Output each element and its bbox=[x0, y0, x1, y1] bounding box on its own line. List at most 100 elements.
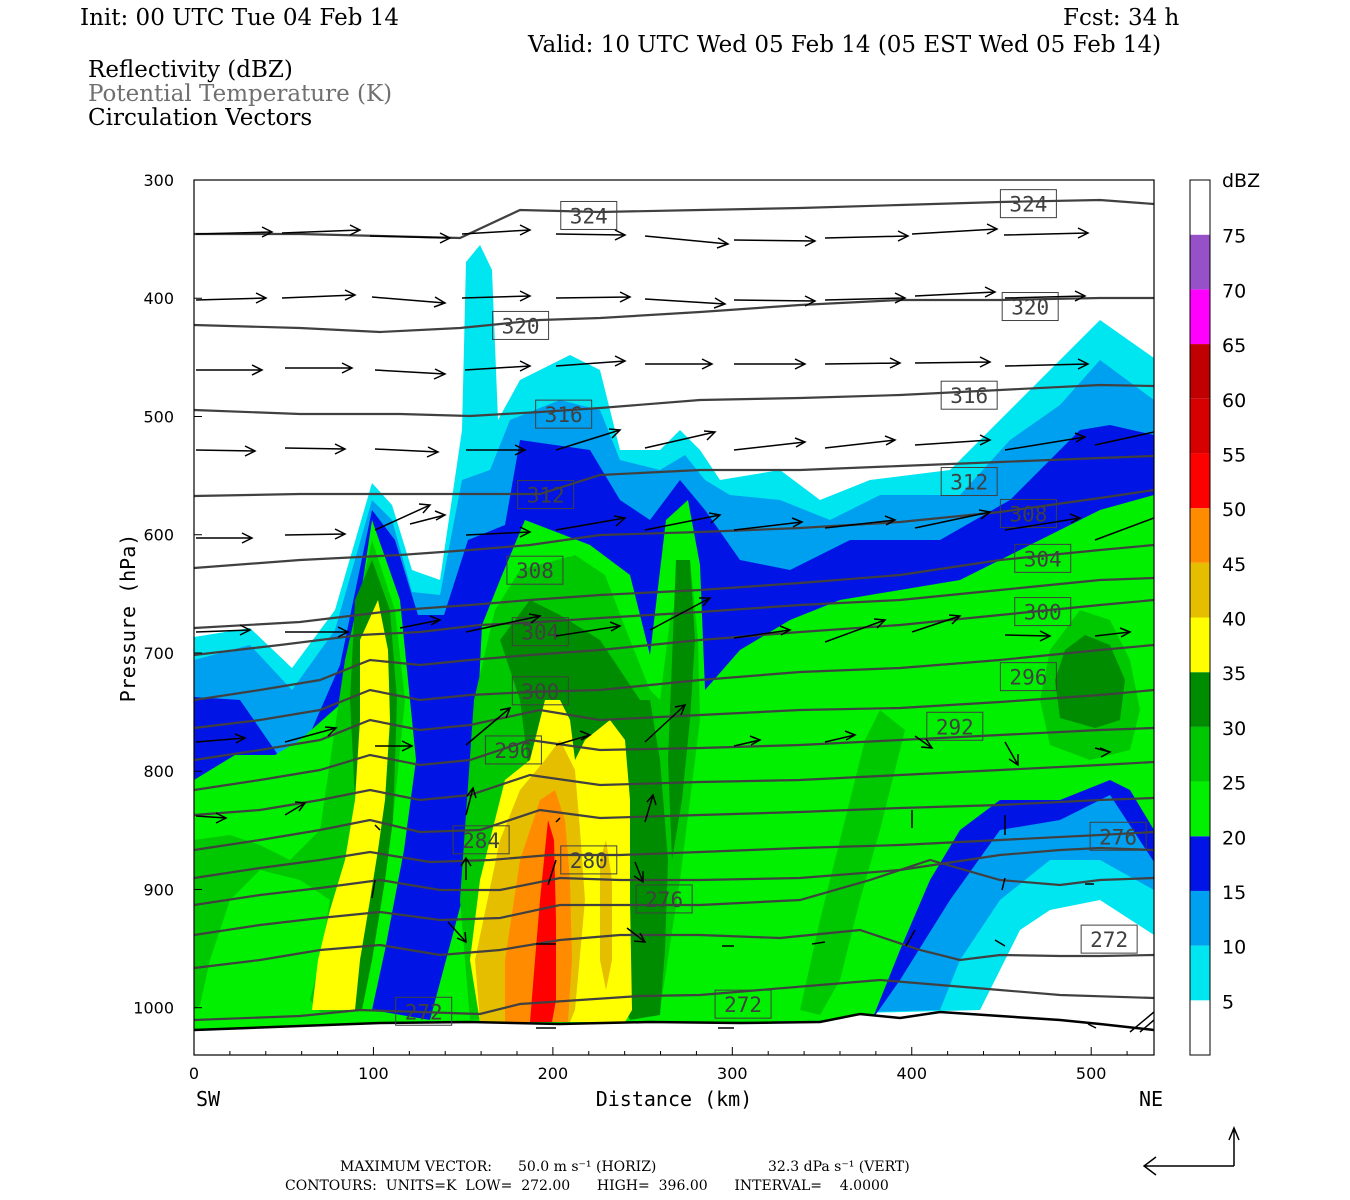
vector bbox=[374, 446, 440, 458]
contour-308 bbox=[194, 488, 1154, 570]
colorbar-tick-label: 5 bbox=[1222, 991, 1234, 1013]
init-time: Init: 00 UTC Tue 04 Feb 14 bbox=[80, 5, 399, 31]
vector bbox=[633, 861, 644, 884]
contour-label-box bbox=[506, 555, 564, 585]
colorbar-bin bbox=[1190, 781, 1210, 837]
x-tick-label: 100 bbox=[358, 1064, 389, 1083]
colorbar-tick-label: 10 bbox=[1222, 937, 1246, 959]
contour-label-text: 316 bbox=[950, 384, 988, 408]
contour-label-text: 276 bbox=[1099, 825, 1137, 849]
contour-label-box bbox=[535, 399, 593, 429]
vector bbox=[914, 509, 992, 529]
contour-288b bbox=[194, 726, 1154, 792]
vector bbox=[644, 430, 717, 449]
contour-label-box bbox=[940, 380, 998, 410]
contour-label: 296 bbox=[999, 662, 1057, 692]
contour-label: 320 bbox=[1001, 292, 1059, 322]
vector bbox=[911, 614, 962, 633]
contour-label-text: 272 bbox=[1090, 928, 1128, 952]
contour-label-box bbox=[1014, 543, 1072, 573]
max-vector-vertical: 32.3 dPa s⁻¹ (VERT) bbox=[768, 1159, 910, 1175]
contour-label-box bbox=[452, 825, 510, 855]
contour-label-box bbox=[999, 662, 1057, 692]
vector bbox=[374, 368, 447, 380]
vector bbox=[465, 706, 512, 746]
vector bbox=[644, 235, 730, 249]
contour-label-text: 304 bbox=[1024, 547, 1062, 571]
vector bbox=[555, 428, 622, 451]
contour-label: 296 bbox=[484, 735, 542, 765]
colorbar-tick-label: 65 bbox=[1222, 335, 1246, 357]
vector bbox=[196, 532, 254, 544]
plot-frame bbox=[193, 179, 1155, 1056]
circulation-vectors bbox=[195, 223, 1154, 1033]
contour-label-box bbox=[1089, 821, 1147, 851]
y-tick-label: 1000 bbox=[133, 999, 174, 1018]
vector bbox=[465, 613, 542, 633]
contour-label-text: 272 bbox=[724, 993, 762, 1017]
contour-label-text: 296 bbox=[494, 739, 532, 763]
contour-label-text: 320 bbox=[502, 314, 540, 338]
vector bbox=[461, 224, 532, 236]
vector bbox=[914, 434, 992, 446]
vector bbox=[460, 856, 472, 880]
colorbar-bin bbox=[1190, 398, 1210, 454]
contour-label-box bbox=[560, 845, 618, 875]
y-tick-label: 600 bbox=[143, 526, 174, 545]
contour-label: 304 bbox=[511, 617, 569, 647]
vector bbox=[547, 859, 557, 886]
contour-label-text: 320 bbox=[1011, 296, 1049, 320]
x-axis-label: Distance (km) bbox=[596, 1087, 753, 1111]
contour-label-text: 312 bbox=[527, 484, 565, 508]
colorbar-tick-label: 15 bbox=[1222, 882, 1246, 904]
contour-label: 312 bbox=[517, 480, 575, 510]
contour-274 bbox=[194, 928, 1154, 970]
vector bbox=[645, 358, 714, 370]
contour-label-text: 296 bbox=[1009, 666, 1047, 690]
vector bbox=[465, 786, 477, 816]
vector bbox=[555, 621, 622, 637]
plot-area: 324 324 320 320 316 316 312 312 308 308 304 304 300 3… bbox=[133, 171, 1155, 1083]
contour-label-box bbox=[1001, 292, 1059, 322]
contour-320 bbox=[194, 296, 1154, 334]
vector bbox=[369, 232, 452, 244]
vector bbox=[399, 615, 442, 629]
dbz-30-region bbox=[345, 560, 1125, 1020]
y-tick-label: 300 bbox=[143, 171, 174, 190]
contour-label-box bbox=[560, 200, 618, 230]
contour-label: 308 bbox=[999, 498, 1057, 528]
y-axis-label: Pressure (hPa) bbox=[116, 534, 140, 703]
colorbar-tick-label: 35 bbox=[1222, 663, 1246, 685]
vector bbox=[824, 515, 897, 529]
contour-label: 324 bbox=[560, 200, 618, 230]
contour-label: 272 bbox=[1080, 924, 1138, 954]
contour-label: 276 bbox=[1089, 821, 1147, 851]
vector bbox=[1087, 1023, 1097, 1029]
vector bbox=[195, 733, 247, 744]
vector bbox=[464, 360, 532, 372]
contour-label-box bbox=[492, 310, 550, 340]
vector bbox=[371, 879, 376, 899]
axis-ticks: 0 100 200 300 400 500 300 400 500 600 700 800 900 100… bbox=[133, 171, 1128, 1083]
vector bbox=[824, 435, 897, 449]
contour-label-text: 284 bbox=[462, 829, 500, 853]
reflectivity-shading bbox=[194, 245, 1154, 1030]
colorbar-bin bbox=[1190, 836, 1210, 891]
vector bbox=[281, 289, 357, 301]
contour-label: 272 bbox=[395, 996, 453, 1026]
vector bbox=[644, 297, 727, 309]
vector bbox=[911, 223, 999, 235]
contour-label-text: 272 bbox=[405, 1000, 443, 1024]
colorbar-tick-label: 25 bbox=[1222, 773, 1246, 795]
vector bbox=[555, 355, 627, 367]
vector bbox=[285, 362, 354, 374]
max-vector-label: MAXIMUM VECTOR: bbox=[340, 1159, 492, 1175]
colorbar-tick-label: 30 bbox=[1222, 718, 1246, 740]
contour-label-box bbox=[926, 711, 984, 741]
contour-label: 324 bbox=[999, 189, 1057, 219]
y-tick-label: 500 bbox=[143, 407, 174, 426]
contour-info: CONTOURS: UNITS=K LOW= 272.00 HIGH= 396.… bbox=[285, 1178, 889, 1194]
colorbar-bin bbox=[1190, 289, 1210, 345]
vector bbox=[284, 528, 347, 540]
